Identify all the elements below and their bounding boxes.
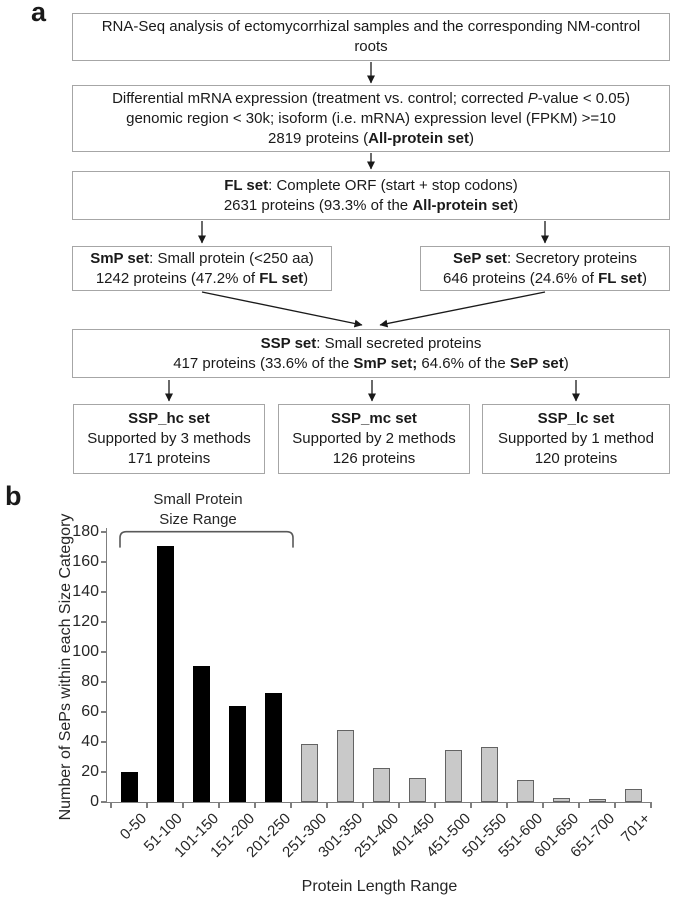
x-tick-mark bbox=[614, 802, 616, 808]
flowchart-box-ssp-lc: SSP_lc set Supported by 1 method 120 pro… bbox=[482, 404, 670, 474]
flowchart-box-ssp-hc: SSP_hc set Supported by 3 methods 171 pr… bbox=[73, 404, 265, 474]
flowchart: RNA-Seq analysis of ectomycorrhizal samp… bbox=[72, 13, 670, 474]
panel-b-label: b bbox=[5, 481, 22, 511]
box-text-line: 171 proteins bbox=[127, 450, 211, 467]
y-tick-label: 160 bbox=[72, 553, 99, 570]
bar bbox=[156, 545, 174, 802]
bar bbox=[444, 749, 462, 802]
flowchart-box-all-protein: Differential mRNA expression (treatment … bbox=[72, 85, 670, 152]
y-tick-mark bbox=[101, 741, 107, 743]
box-text-line: Supported by 2 methods bbox=[292, 430, 456, 447]
box-text-line: Differential mRNA expression (treatment … bbox=[112, 89, 630, 107]
x-tick-mark bbox=[362, 802, 364, 808]
box-text-line: genomic region < 30k; isoform (i.e. mRNA… bbox=[126, 109, 616, 127]
x-axis-line bbox=[106, 801, 652, 803]
y-tick-label: 140 bbox=[72, 583, 99, 600]
box-text-line: 126 proteins bbox=[332, 450, 416, 467]
y-tick-mark bbox=[101, 801, 107, 803]
y-tick-label: 80 bbox=[81, 673, 99, 690]
x-tick-mark bbox=[182, 802, 184, 808]
y-tick-mark bbox=[101, 771, 107, 773]
bar bbox=[480, 746, 498, 802]
x-tick-mark bbox=[290, 802, 292, 808]
box-text-line: roots bbox=[354, 38, 388, 55]
box-text-line: 417 proteins (33.6% of the SmP set; 64.6… bbox=[173, 354, 569, 372]
y-tick-mark bbox=[101, 561, 107, 563]
box-text-line: RNA-Seq analysis of ectomycorrhizal samp… bbox=[101, 18, 641, 35]
bar bbox=[228, 706, 246, 802]
box-text-line: SmP set: Small protein (<250 aa) bbox=[90, 249, 314, 267]
note-line: Small Protein bbox=[153, 491, 243, 508]
bar bbox=[516, 779, 534, 802]
y-tick-mark bbox=[101, 531, 107, 533]
flowchart-box-ssp-mc: SSP_mc set Supported by 2 methods 126 pr… bbox=[278, 404, 470, 474]
bar bbox=[192, 665, 210, 802]
bar bbox=[300, 743, 318, 802]
box-text-line: SSP_lc set bbox=[537, 410, 615, 427]
x-tick-mark bbox=[650, 802, 652, 808]
x-tick-mark bbox=[398, 802, 400, 808]
bar bbox=[120, 772, 138, 802]
x-tick-label: 701+ bbox=[618, 810, 655, 846]
x-tick-mark bbox=[218, 802, 220, 808]
box-text-line: 2631 proteins (93.3% of the All-protein … bbox=[223, 196, 519, 214]
note-line: Size Range bbox=[159, 511, 237, 528]
arrow-diagonal-icon bbox=[379, 291, 546, 328]
y-axis-line bbox=[106, 528, 108, 803]
flowchart-box-rnaseq: RNA-Seq analysis of ectomycorrhizal samp… bbox=[72, 13, 670, 61]
y-tick-mark bbox=[101, 651, 107, 653]
flowchart-box-fl-set: FL set: Complete ORF (start + stop codon… bbox=[72, 171, 670, 220]
bar bbox=[372, 767, 390, 802]
y-tick-label: 20 bbox=[81, 763, 99, 780]
y-axis-title: Number of SePs within each Size Category bbox=[57, 513, 74, 821]
x-tick-mark bbox=[146, 802, 148, 808]
x-tick-mark bbox=[506, 802, 508, 808]
box-text-line: 646 proteins (24.6% of FL set) bbox=[442, 269, 647, 287]
x-tick-mark bbox=[110, 802, 112, 808]
box-text-line: 120 proteins bbox=[534, 450, 618, 467]
panel-a-label: a bbox=[31, 0, 47, 27]
y-tick-label: 40 bbox=[81, 733, 99, 750]
y-tick-mark bbox=[101, 621, 107, 623]
x-tick-mark bbox=[470, 802, 472, 808]
bar bbox=[264, 692, 282, 802]
x-axis-title: Protein Length Range bbox=[301, 878, 458, 895]
y-tick-mark bbox=[101, 591, 107, 593]
x-tick-mark bbox=[326, 802, 328, 808]
y-tick-mark bbox=[101, 711, 107, 713]
box-text-line: 2819 proteins (All-protein set) bbox=[268, 129, 474, 147]
box-text-line: Supported by 1 method bbox=[498, 430, 654, 447]
flowchart-box-smp-set: SmP set: Small protein (<250 aa) 1242 pr… bbox=[72, 246, 332, 291]
small-protein-range-note: Small Protein Size Range bbox=[98, 490, 298, 530]
y-tick-label: 180 bbox=[72, 523, 99, 540]
x-tick-mark bbox=[434, 802, 436, 808]
x-tick-mark bbox=[542, 802, 544, 808]
bar bbox=[588, 799, 606, 802]
flowchart-box-sep-set: SeP set: Secretory proteins 646 proteins… bbox=[420, 246, 670, 291]
bar bbox=[624, 788, 642, 802]
box-text-line: SSP_hc set bbox=[128, 410, 210, 427]
y-tick-mark bbox=[101, 681, 107, 683]
box-text-line: SSP set: Small secreted proteins bbox=[260, 334, 482, 352]
y-tick-label: 60 bbox=[81, 703, 99, 720]
bar bbox=[408, 778, 426, 802]
box-text-line: 1242 proteins (47.2% of FL set) bbox=[95, 269, 309, 287]
box-text-line: Supported by 3 methods bbox=[87, 430, 251, 447]
bar bbox=[552, 797, 570, 802]
flowchart-box-ssp-set: SSP set: Small secreted proteins 417 pro… bbox=[72, 329, 670, 378]
arrow-diagonal-icon bbox=[201, 291, 363, 328]
box-text-line: FL set: Complete ORF (start + stop codon… bbox=[224, 176, 518, 194]
box-text-line: SeP set: Secretory proteins bbox=[453, 249, 637, 267]
x-tick-mark bbox=[254, 802, 256, 808]
y-tick-label: 100 bbox=[72, 643, 99, 660]
y-tick-label: 0 bbox=[90, 793, 99, 810]
y-tick-label: 120 bbox=[72, 613, 99, 630]
x-tick-mark bbox=[578, 802, 580, 808]
bar-chart: Small Protein Size Range Number of SePs … bbox=[0, 480, 675, 907]
bar bbox=[336, 730, 354, 802]
box-text-line: SSP_mc set bbox=[331, 410, 417, 427]
